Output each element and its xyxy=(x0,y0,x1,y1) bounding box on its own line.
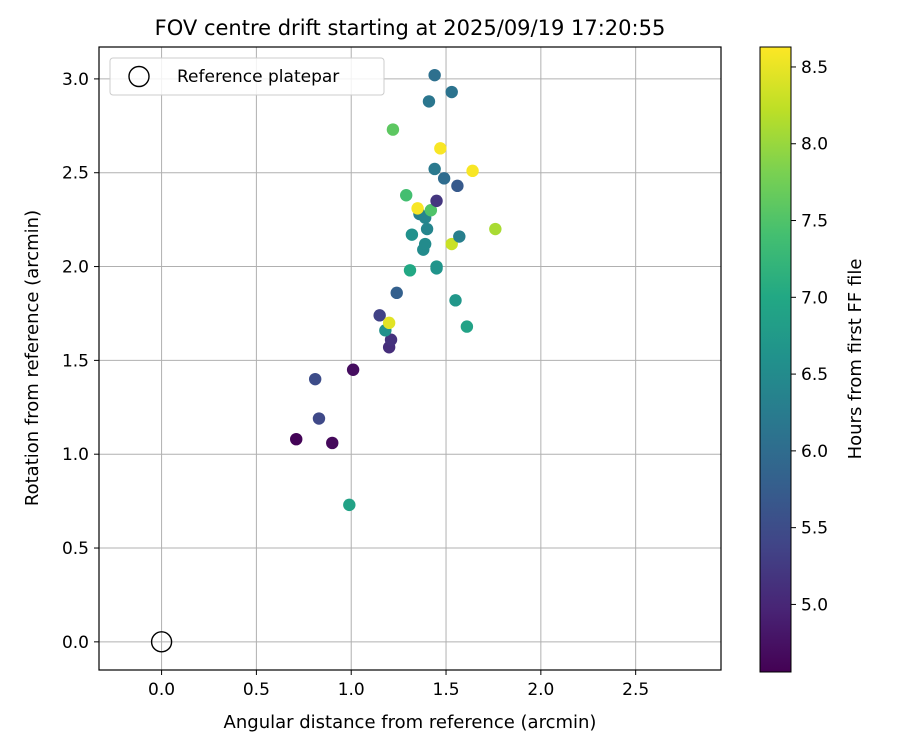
y-tick-label: 2.0 xyxy=(62,258,89,278)
colorbar-gradient xyxy=(759,46,792,673)
data-point xyxy=(411,202,424,215)
x-tick-label: 0.0 xyxy=(148,680,175,700)
y-axis-label: Rotation from reference (arcmin) xyxy=(22,210,43,506)
data-point xyxy=(386,123,400,136)
data-point xyxy=(403,264,417,277)
data-point xyxy=(428,68,441,82)
y-tick-label: 0.5 xyxy=(62,539,89,559)
x-tick-label: 2.0 xyxy=(527,680,554,700)
data-point xyxy=(489,222,502,236)
data-point xyxy=(434,142,447,155)
y-tick-label: 2.5 xyxy=(62,164,89,184)
legend-entry-reference: Reference platepar xyxy=(177,67,339,87)
x-tick-label: 1.5 xyxy=(433,680,460,700)
x-tick-label: 2.5 xyxy=(622,680,649,700)
data-point xyxy=(405,228,419,241)
y-tick-label: 0.0 xyxy=(62,633,89,653)
x-tick-label: 0.5 xyxy=(243,680,270,700)
data-point xyxy=(451,179,464,193)
data-point xyxy=(343,498,356,512)
colorbar-tick-label: 6.5 xyxy=(801,365,828,385)
data-point xyxy=(437,172,451,185)
colorbar-tick-label: 7.0 xyxy=(801,288,828,308)
data-point xyxy=(420,222,434,236)
y-ticks: 0.0 0.5 1.0 1.5 2.0 2.5 3.0 xyxy=(62,70,99,653)
colorbar: 5.0 5.5 6.0 6.5 7.0 7.5 8.0 8.5 Hours from firs… xyxy=(759,46,866,673)
colorbar-label: Hours from first FF file xyxy=(845,259,866,460)
x-ticks: 0.0 0.5 1.0 1.5 2.0 2.5 xyxy=(148,670,649,700)
data-point xyxy=(430,262,443,275)
y-tick-label: 1.0 xyxy=(62,445,89,465)
data-point xyxy=(326,436,339,450)
legend-box xyxy=(109,57,385,96)
data-point xyxy=(382,316,396,330)
data-point xyxy=(460,320,474,333)
legend: Reference platepar xyxy=(109,57,385,96)
data-point xyxy=(373,309,386,322)
data-point xyxy=(445,85,458,99)
data-point xyxy=(453,230,466,243)
data-point xyxy=(400,189,413,202)
x-axis-label: Angular distance from reference (arcmin) xyxy=(224,712,597,733)
colorbar-tick-label: 5.5 xyxy=(801,519,828,539)
reference-marker-layer xyxy=(150,631,173,653)
data-point xyxy=(390,286,403,300)
data-point xyxy=(428,162,441,176)
data-point xyxy=(346,363,360,376)
data-point xyxy=(449,294,462,307)
colorbar-tick-label: 8.5 xyxy=(801,58,828,78)
data-point xyxy=(466,164,479,178)
data-point xyxy=(384,333,398,346)
data-point xyxy=(424,204,438,217)
data-point xyxy=(422,95,436,108)
data-points xyxy=(290,68,502,512)
x-tick-label: 1.0 xyxy=(338,680,365,700)
data-point xyxy=(445,237,458,251)
colorbar-tick-label: 5.0 xyxy=(801,595,828,615)
reference-platepar-marker xyxy=(150,631,173,653)
colorbar-ticks: 5.0 5.5 6.0 6.5 7.0 7.5 8.0 8.5 xyxy=(791,58,828,615)
colorbar-tick-label: 7.5 xyxy=(801,212,828,232)
data-point xyxy=(290,432,303,446)
colorbar-tick-label: 8.0 xyxy=(801,135,828,155)
grid-lines xyxy=(99,47,721,670)
data-point xyxy=(418,237,432,251)
data-point xyxy=(308,372,322,386)
y-tick-label: 3.0 xyxy=(62,70,89,90)
plot-frame xyxy=(98,46,722,671)
data-point xyxy=(430,194,443,208)
y-tick-label: 1.5 xyxy=(62,351,89,371)
legend-open-circle-icon xyxy=(128,65,150,88)
data-point xyxy=(312,412,326,425)
chart-title: FOV centre drift starting at 2025/09/19 … xyxy=(155,16,666,40)
colorbar-tick-label: 6.0 xyxy=(801,442,828,462)
